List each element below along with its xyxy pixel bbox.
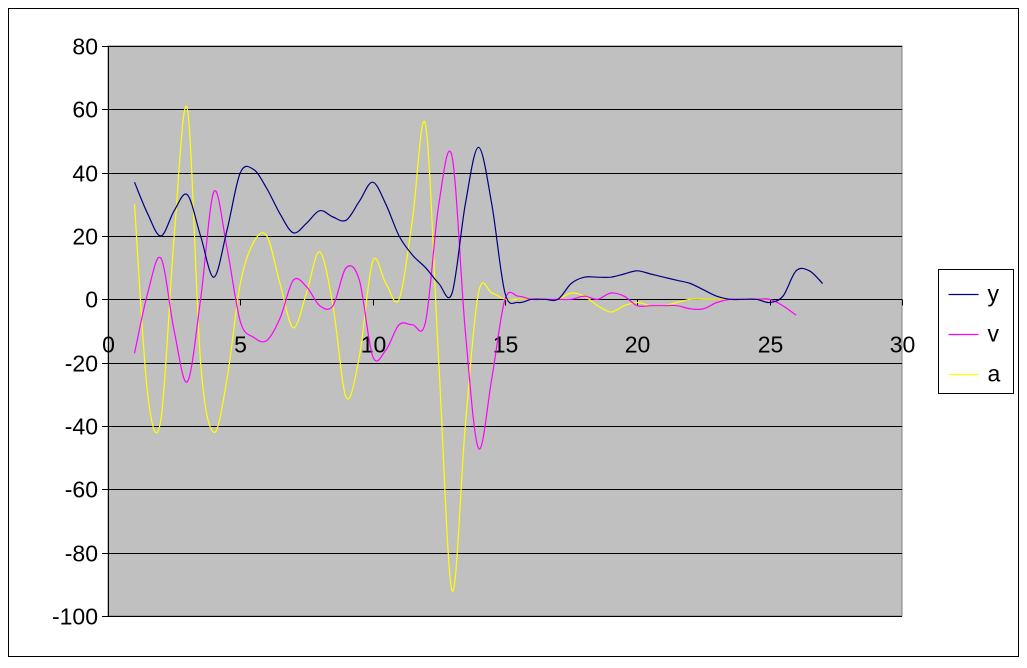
legend-label-a: a bbox=[988, 361, 1001, 387]
y-tick-label: -100 bbox=[52, 604, 98, 630]
x-tick-label: 25 bbox=[758, 332, 784, 358]
legend-box bbox=[938, 269, 1014, 394]
y-tick-label: -80 bbox=[65, 541, 98, 567]
y-tick-label: 40 bbox=[72, 161, 98, 187]
x-tick-label: 30 bbox=[890, 332, 916, 358]
legend-label-v: v bbox=[988, 321, 1000, 347]
y-tick-label: 0 bbox=[85, 287, 98, 313]
y-tick-label: -20 bbox=[65, 351, 98, 377]
y-tick-label: -40 bbox=[65, 414, 98, 440]
grid-layer bbox=[108, 46, 902, 617]
series-layer bbox=[133, 105, 824, 592]
x-tick-label: 10 bbox=[361, 332, 387, 358]
legend: yva bbox=[938, 269, 1014, 394]
x-tick-label: 20 bbox=[625, 332, 651, 358]
series-line-y bbox=[133, 146, 824, 305]
x-tick-label: 0 bbox=[102, 332, 115, 358]
y-tick-label: 20 bbox=[72, 224, 98, 250]
x-tick-label: 5 bbox=[234, 332, 247, 358]
y-tick-label: -60 bbox=[65, 477, 98, 503]
plot-area bbox=[107, 45, 903, 617]
legend-label-y: y bbox=[988, 281, 1000, 307]
y-tick-label: 80 bbox=[72, 34, 98, 60]
y-tick-label: 60 bbox=[72, 97, 98, 123]
